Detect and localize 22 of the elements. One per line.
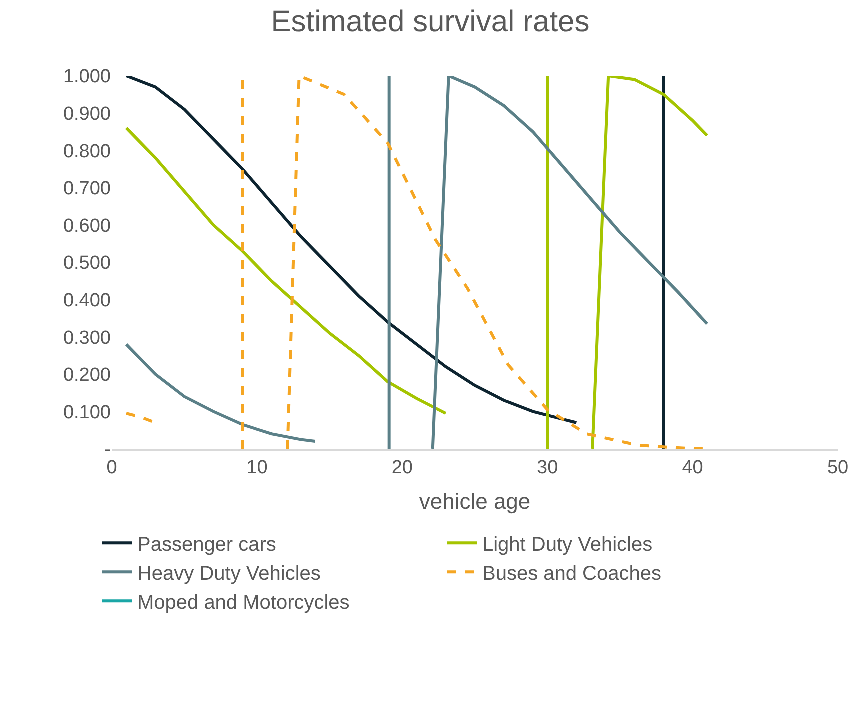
x-tick-label: 20 (392, 458, 413, 479)
y-tick-label: 1.000 (63, 66, 111, 88)
legend-label: Passenger cars (137, 534, 276, 556)
x-tick-label: 10 (246, 458, 268, 479)
y-tick-label: 0.100 (63, 402, 111, 424)
x-tick-label: 50 (827, 458, 849, 479)
y-tick-label: 0.700 (63, 178, 111, 200)
y-tick-label: 0.600 (63, 216, 111, 237)
legend-label: Light Duty Vehicles (482, 534, 653, 556)
x-tick-label: 40 (682, 458, 704, 479)
y-tick-label: 0.800 (63, 141, 111, 162)
x-axis-title: vehicle age (419, 488, 531, 514)
chart-title: Estimated survival rates (271, 6, 590, 39)
x-tick-label: 30 (537, 458, 558, 479)
y-tick-label: 0.400 (63, 290, 111, 312)
y-tick-label: 0.500 (63, 253, 111, 274)
y-tick-label: 0.300 (63, 328, 111, 349)
legend-label: Heavy Duty Vehicles (137, 562, 321, 585)
y-tick-label: 0.200 (63, 365, 111, 386)
y-tick-label: 0.900 (63, 104, 111, 125)
legend-label: Buses and Coaches (482, 562, 662, 585)
legend-label: Moped and Motorcycles (137, 592, 350, 614)
